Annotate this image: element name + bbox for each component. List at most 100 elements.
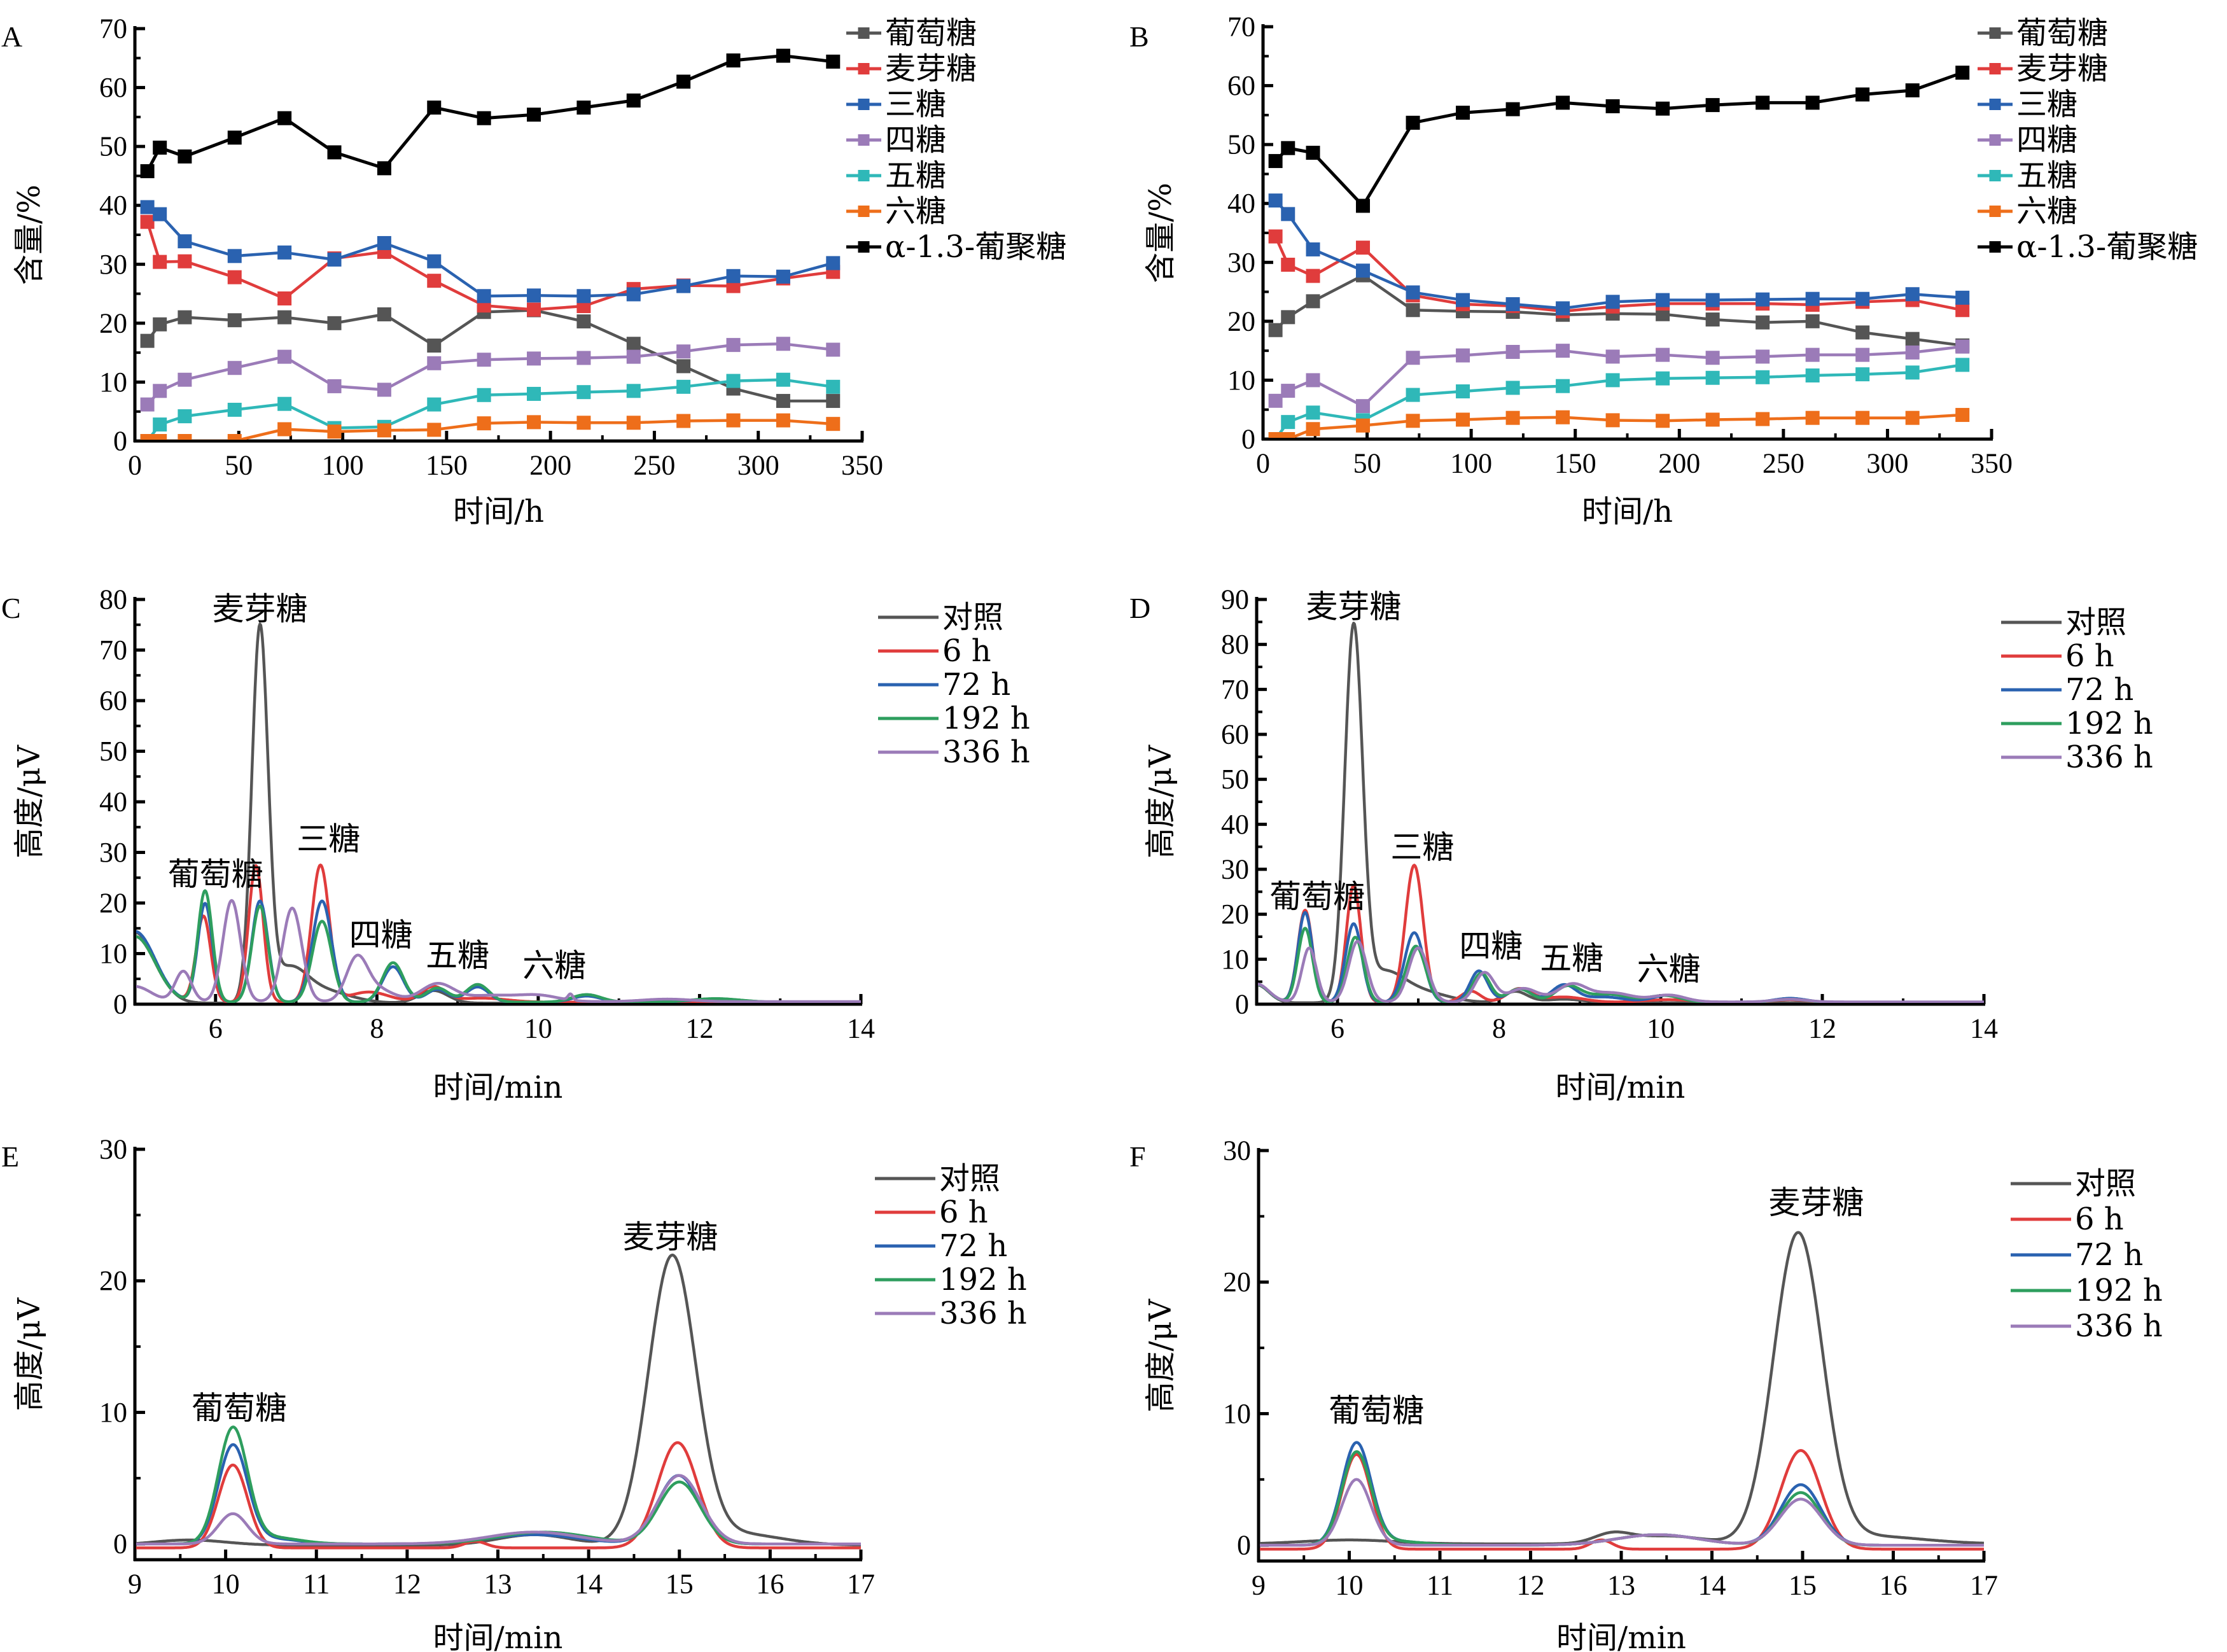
data-point <box>1605 373 1620 388</box>
data-point <box>427 356 442 370</box>
legend-item: 72 h <box>2011 1237 2143 1273</box>
series-curve-h6 <box>1260 1449 1985 1551</box>
data-point <box>1268 154 1283 169</box>
series-pentose <box>140 372 841 440</box>
panel-e: E 0 10 20 30 9 10 11 12 13 14 15 16 17 时间/min 高度/μV 麦芽糖葡… <box>1 1134 1027 1652</box>
data-point <box>527 351 541 366</box>
data-point <box>1955 339 1970 354</box>
x-tick-label: 15 <box>666 1569 694 1600</box>
legend-label: 麦芽糖 <box>885 51 977 87</box>
data-point <box>527 302 541 317</box>
peak-annotation: 四糖 <box>1459 928 1523 965</box>
data-point <box>1406 115 1420 130</box>
legend-marker <box>858 134 870 146</box>
data-point <box>1306 405 1320 420</box>
legend-marker <box>858 206 870 217</box>
data-point <box>826 54 841 69</box>
data-point <box>1306 422 1320 437</box>
data-point <box>1556 95 1570 110</box>
peak-annotation: 三糖 <box>1390 829 1454 865</box>
data-point <box>377 307 391 321</box>
x-tick-label: 200 <box>529 450 571 481</box>
data-point <box>1855 87 1870 102</box>
plot-area <box>1260 1231 1985 1551</box>
peak-annotation: 麦芽糖 <box>622 1219 718 1256</box>
legend-marker <box>858 99 870 110</box>
panel-label: D <box>1129 592 1150 624</box>
x-tick-label: 0 <box>128 450 142 481</box>
data-point <box>1855 367 1870 382</box>
legend-label: 三糖 <box>885 87 946 122</box>
legend-item: 192 h <box>2011 1273 2163 1308</box>
series-line <box>146 221 834 311</box>
data-point <box>1855 325 1870 340</box>
series-glucan <box>1268 66 1970 213</box>
x-tick-label: 15 <box>1789 1570 1817 1601</box>
y-tick-label: 70 <box>99 634 127 666</box>
series-curve-control <box>136 1254 862 1547</box>
legend-item: 三糖 <box>846 87 946 122</box>
data-point <box>676 379 691 394</box>
data-point <box>1268 323 1283 337</box>
panel-c: C 0 10 20 30 40 50 60 70 80 6 8 10 12 14 时间/min 高度/μV 麦芽糖… <box>1 584 1030 1106</box>
data-point <box>1456 293 1470 307</box>
data-point <box>1281 257 1295 272</box>
y-axis-title: 高度/μV <box>11 745 47 858</box>
data-point <box>1756 95 1770 110</box>
legend-item: 五糖 <box>846 158 946 193</box>
data-point <box>1306 294 1320 309</box>
y-tick-label: 40 <box>99 787 127 818</box>
data-point <box>1406 388 1420 402</box>
y-tick-label: 0 <box>113 989 127 1020</box>
x-axis-title: 时间/min <box>1556 1620 1686 1652</box>
y-tick-label: 50 <box>1221 764 1249 795</box>
data-point <box>178 310 192 325</box>
data-point <box>1656 293 1670 307</box>
x-tick-label: 8 <box>1492 1013 1506 1044</box>
data-point <box>1955 303 1970 318</box>
plot-area <box>1258 621 1985 1003</box>
peak-annotation: 葡萄糖 <box>1329 1392 1424 1429</box>
legend-item: α-1.3-葡聚糖 <box>1978 229 2198 265</box>
data-point <box>477 388 491 402</box>
data-point <box>726 413 741 428</box>
legend-item: 6 h <box>2011 1201 2124 1237</box>
series-curve-h336 <box>136 1474 862 1546</box>
y-tick-label: 10 <box>1223 1398 1251 1429</box>
series-line <box>1274 199 1963 310</box>
legend-marker <box>858 63 870 74</box>
y-tick-label: 30 <box>1221 854 1249 885</box>
x-tick-label: 10 <box>1647 1013 1675 1044</box>
data-point <box>1356 263 1371 278</box>
x-tick-label: 300 <box>737 450 779 481</box>
legend-label: 72 h <box>939 1228 1007 1264</box>
panel-label: A <box>1 20 22 53</box>
legend-item: 对照 <box>2001 605 2126 640</box>
data-point <box>1281 207 1295 221</box>
data-point <box>327 379 342 393</box>
legend-item: 六糖 <box>1978 193 2077 229</box>
y-tick-label: 30 <box>99 1134 127 1165</box>
peak-annotation: 三糖 <box>297 821 360 858</box>
data-point <box>153 255 167 269</box>
series-line <box>147 419 834 440</box>
data-point <box>178 234 192 249</box>
legend-item: 192 h <box>875 1262 1027 1298</box>
series-curve-control <box>1258 621 1985 1003</box>
data-point <box>377 161 391 176</box>
x-tick-label: 9 <box>1252 1570 1266 1601</box>
legend-item: 葡萄糖 <box>846 15 977 51</box>
legend-item: 72 h <box>875 1228 1007 1264</box>
peak-annotation: 麦芽糖 <box>213 591 308 627</box>
x-tick-label: 10 <box>1336 1570 1364 1601</box>
data-point <box>1905 332 1920 346</box>
series-line <box>1274 274 1963 347</box>
x-tick-label: 50 <box>1353 448 1381 479</box>
series-triose <box>1268 193 1970 316</box>
data-point <box>826 342 841 357</box>
x-tick-label: 8 <box>370 1013 384 1044</box>
data-point <box>1705 98 1720 113</box>
y-tick-label: 70 <box>1221 674 1249 705</box>
x-tick-label: 17 <box>847 1569 875 1600</box>
data-point <box>626 349 641 364</box>
